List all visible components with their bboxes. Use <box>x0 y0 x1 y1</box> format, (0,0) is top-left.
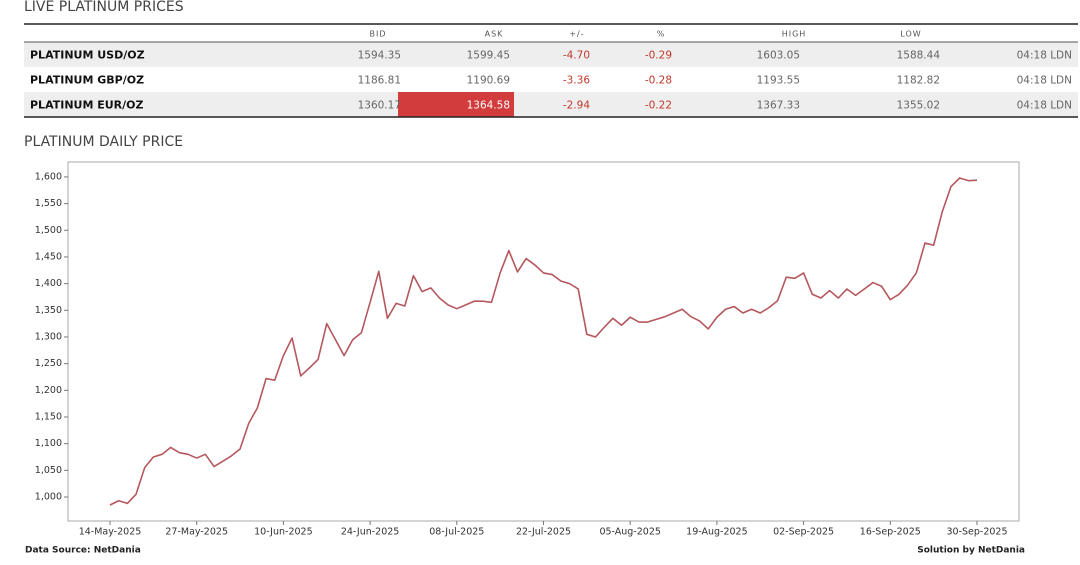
column-header: % <box>657 30 666 39</box>
cell: 1594.35 <box>358 50 401 62</box>
cell: -3.36 <box>563 75 590 87</box>
instrument: PLATINUM GBP/OZ <box>30 74 144 87</box>
price-line <box>109 177 978 506</box>
y-tick-label: 1,300 <box>35 331 62 342</box>
instrument: PLATINUM USD/OZ <box>30 49 145 62</box>
row-bg <box>24 42 1078 67</box>
cell: 1186.81 <box>358 75 401 87</box>
cell: 1367.33 <box>757 100 800 112</box>
y-tick-label: 1,150 <box>35 411 62 422</box>
cell: -0.28 <box>645 75 672 87</box>
x-tick-label: 16-Sep-2025 <box>860 527 921 538</box>
cell: 1588.44 <box>897 50 941 62</box>
cell: -2.94 <box>563 100 590 112</box>
cell: 04:18 LDN <box>1017 50 1072 62</box>
column-header: LOW <box>900 30 921 39</box>
cell: -0.22 <box>645 100 672 112</box>
source: Data Source: NetDania <box>25 546 141 556</box>
y-tick-label: 1,250 <box>35 358 62 369</box>
cell: 1360.17 <box>358 100 401 112</box>
row-bg <box>24 92 1078 117</box>
y-tick-label: 1,400 <box>35 278 62 289</box>
y-tick-label: 1,050 <box>35 465 62 476</box>
cell: 1364.58 <box>467 100 510 112</box>
x-tick-label: 10-Jun-2025 <box>254 527 313 538</box>
x-tick-label: 24-Jun-2025 <box>341 527 400 538</box>
y-tick-label: 1,450 <box>35 251 62 262</box>
x-tick-label: 05-Aug-2025 <box>599 527 660 538</box>
column-header: HIGH <box>782 30 807 39</box>
x-tick-label: 02-Sep-2025 <box>773 527 834 538</box>
cell: 1182.82 <box>897 75 940 87</box>
instrument: PLATINUM EUR/OZ <box>30 99 144 112</box>
y-tick-label: 1,200 <box>35 385 62 396</box>
y-tick-label: 1,350 <box>35 305 62 316</box>
cell: 04:18 LDN <box>1017 75 1072 87</box>
y-tick-label: 1,000 <box>35 491 62 502</box>
cell: -0.29 <box>645 50 672 62</box>
chart-title: PLATINUM DAILY PRICE <box>24 134 183 150</box>
flash-cell <box>398 92 514 117</box>
column-header: +/- <box>569 30 584 39</box>
y-tick-label: 1,500 <box>35 225 62 236</box>
page-title: LIVE PLATINUM PRICES <box>24 0 184 15</box>
cell: 1355.02 <box>897 100 940 112</box>
credit: Solution by NetDania <box>917 546 1025 556</box>
cell: 1599.45 <box>467 50 510 62</box>
x-tick-label: 19-Aug-2025 <box>686 527 747 538</box>
x-tick-label: 22-Jul-2025 <box>516 527 571 538</box>
column-header: BID <box>369 30 386 39</box>
plot-frame <box>67 161 1020 522</box>
y-tick-label: 1,600 <box>35 171 62 182</box>
cell: 1193.55 <box>757 75 800 87</box>
cell: 04:18 LDN <box>1017 100 1072 112</box>
y-tick-label: 1,100 <box>35 438 62 449</box>
x-tick-label: 14-May-2025 <box>79 527 142 538</box>
cell: 1603.05 <box>757 50 800 62</box>
cell: -4.70 <box>563 50 590 62</box>
x-tick-label: 08-Jul-2025 <box>429 527 484 538</box>
x-tick-label: 30-Sep-2025 <box>946 527 1007 538</box>
cell: 1190.69 <box>467 75 510 87</box>
y-tick-label: 1,550 <box>35 198 62 209</box>
x-tick-label: 27-May-2025 <box>165 527 228 538</box>
column-header: ASK <box>485 30 504 39</box>
